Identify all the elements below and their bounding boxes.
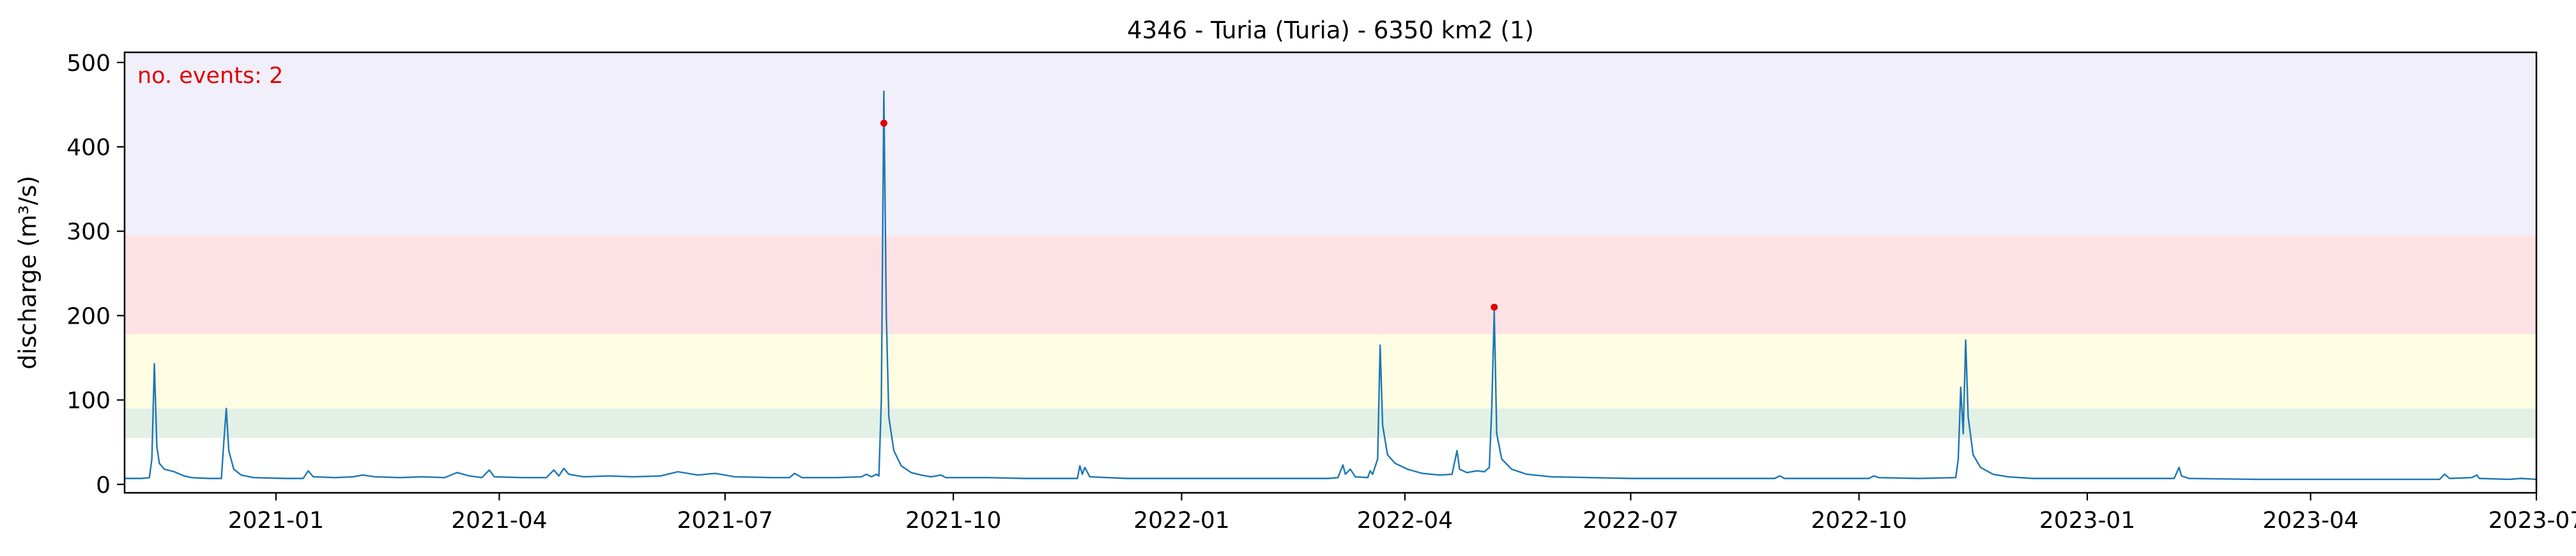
- x-tick-label: 2022-01: [1133, 507, 1229, 534]
- threshold-band-2: [125, 334, 2536, 409]
- x-tick-label: 2023-04: [2262, 507, 2358, 534]
- threshold-band-4: [125, 52, 2536, 236]
- threshold-band-3: [125, 235, 2536, 334]
- x-tick-label: 2022-07: [1583, 507, 1678, 534]
- plot-frame: [123, 51, 2538, 494]
- x-tick-label: 2023-01: [2039, 507, 2135, 534]
- threshold-band-1: [125, 408, 2536, 439]
- x-tick-label: 2022-04: [1357, 507, 1453, 534]
- x-tick-label: 2022-10: [1811, 507, 1907, 534]
- y-tick-label: 300: [66, 219, 111, 245]
- event-marker-1: [880, 119, 887, 127]
- x-tick-label: 2021-10: [905, 507, 1001, 534]
- x-axis-ticks: 2021-01 2021-04 2021-07 2021-10 2022-01 2022-…: [228, 493, 2576, 534]
- event-marker-2: [1491, 303, 1498, 311]
- y-axis-label: discharge (m³/s): [14, 176, 42, 370]
- event-markers: [880, 119, 1498, 311]
- x-tick-label: 2023-07: [2488, 507, 2576, 534]
- x-tick-label: 2021-04: [451, 507, 547, 534]
- threshold-bands: [125, 52, 2536, 439]
- y-tick-label: 200: [66, 303, 111, 329]
- series-layer: [125, 90, 2537, 481]
- y-axis-ticks: 0 100 200 300 400 500: [66, 50, 125, 499]
- discharge-series-line: [125, 90, 2537, 481]
- chart-title: 4346 - Turia (Turia) - 6350 km2 (1): [1127, 17, 1534, 44]
- y-tick-label: 0: [96, 472, 111, 499]
- x-tick-label: 2021-01: [228, 507, 324, 534]
- event-count-annotation: no. events: 2: [137, 63, 283, 89]
- y-tick-label: 400: [66, 135, 111, 161]
- y-tick-label: 100: [66, 388, 111, 414]
- y-tick-label: 500: [66, 50, 111, 77]
- x-tick-label: 2021-07: [677, 507, 773, 534]
